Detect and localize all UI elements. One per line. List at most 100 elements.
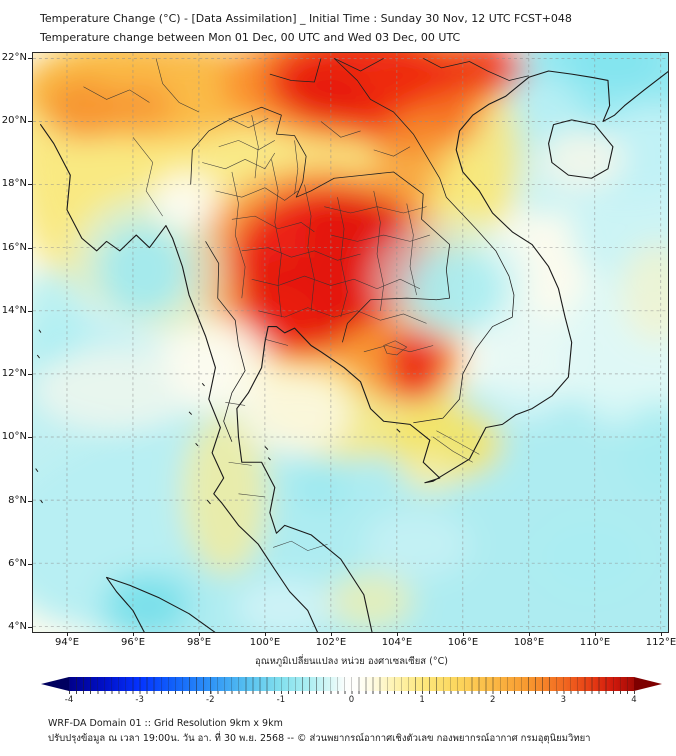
x-tick	[133, 632, 134, 636]
x-tick	[463, 632, 464, 636]
x-tick-label: 102°E	[315, 637, 347, 648]
x-tick	[397, 632, 398, 636]
x-tick	[529, 632, 530, 636]
colorbar-under-arrow	[41, 677, 69, 691]
temp-blob	[43, 77, 124, 141]
colorbar-tick-label: 1	[419, 695, 425, 705]
temp-blob	[113, 80, 173, 131]
border-china-north	[269, 58, 529, 83]
coastline-sumatra	[106, 576, 216, 632]
gridlines	[33, 53, 668, 632]
figure-footer: WRF-DA Domain 01 :: Grid Resolution 9km …	[48, 716, 591, 746]
coastline-gulf-vietnam-china	[236, 70, 668, 632]
temp-blob	[33, 348, 199, 431]
temp-blob	[294, 465, 348, 510]
y-tick-label: 16°N	[1, 241, 27, 253]
colorbar-tick-label: 4	[631, 695, 637, 705]
coastlines	[35, 70, 668, 632]
temp-blob	[103, 572, 190, 632]
colorbar-tick-label: 0	[348, 695, 355, 705]
colorbar-over-arrow	[634, 677, 662, 691]
temp-blob	[476, 307, 575, 422]
temp-blob	[373, 112, 447, 201]
footer-line-2: ปรับปรุงข้อมูล ณ เวลา 19:00น. วัน อา. ที…	[48, 733, 591, 744]
y-tick	[28, 310, 32, 312]
y-tick	[28, 247, 32, 249]
y-tick	[28, 374, 32, 376]
y-tick-label: 10°N	[1, 431, 27, 443]
temp-blob	[400, 449, 460, 494]
temp-blob	[363, 509, 470, 579]
temp-blob	[535, 515, 648, 598]
x-tick	[661, 632, 662, 636]
colorbar-tick-label: 2	[490, 695, 496, 705]
temp-blob	[621, 241, 668, 343]
border-thailand-myanmar-south	[205, 241, 246, 442]
y-tick	[28, 121, 32, 123]
border-laos-vietnam-cambodia	[333, 58, 515, 424]
colorbar-tick-label: -2	[206, 695, 215, 705]
tonle-sap-lake	[383, 340, 408, 356]
colorbar-tick-label: -1	[276, 695, 286, 705]
y-tick-label: 22°N	[1, 52, 27, 63]
temperature-blobs	[33, 53, 668, 632]
colorbar-gradient	[69, 677, 634, 691]
y-tick	[28, 626, 32, 628]
footer-line-1: WRF-DA Domain 01 :: Grid Resolution 9km …	[48, 718, 283, 729]
y-tick	[28, 184, 32, 186]
x-tick	[265, 632, 266, 636]
figure-title: Temperature Change (°C) - [Data Assimila…	[40, 9, 572, 47]
y-tick	[28, 437, 32, 439]
temp-blob	[152, 171, 219, 229]
x-tick-label: 110°E	[579, 637, 611, 648]
x-tick-label: 112°E	[645, 637, 676, 648]
temp-blob	[406, 247, 506, 330]
temp-blob	[238, 373, 351, 456]
temp-blob	[33, 269, 84, 365]
temp-blob	[327, 572, 414, 630]
x-tick-label: 96°E	[120, 637, 146, 648]
colorbar-tick-label: -4	[64, 695, 74, 705]
temp-blob	[439, 53, 526, 97]
temp-blob	[98, 224, 188, 316]
province-lines-misc	[83, 58, 434, 551]
map-panel	[32, 52, 669, 633]
y-tick	[28, 500, 32, 502]
y-tick-label: 12°N	[1, 368, 27, 380]
temp-blob	[182, 411, 269, 576]
colorbar-tick-marks	[69, 691, 635, 694]
country-borders	[190, 58, 529, 442]
x-tick-label: 106°E	[447, 637, 479, 648]
x-tick	[331, 632, 332, 636]
colorbar-segment-lines	[69, 677, 634, 691]
temp-blob	[565, 53, 665, 87]
colorbar	[41, 677, 662, 691]
x-tick	[595, 632, 596, 636]
y-tick-label: 6°N	[8, 557, 27, 569]
y-tick	[28, 58, 32, 59]
coastline-hainan-island	[548, 119, 614, 179]
title-line-2: Temperature change between Mon 01 Dec, 0…	[40, 31, 461, 44]
y-tick-label: 4°N	[8, 620, 27, 632]
coastline-myanmar-peninsula	[40, 124, 319, 632]
x-tick-label: 100°E	[249, 637, 281, 648]
temp-blob	[165, 317, 272, 412]
x-tick-label: 94°E	[54, 637, 80, 648]
y-tick	[28, 563, 32, 565]
temp-blob	[284, 61, 371, 125]
y-tick-label: 14°N	[1, 304, 27, 316]
y-tick-label: 20°N	[1, 115, 27, 127]
province-boundaries	[83, 58, 480, 551]
mekong-delta-channels	[432, 430, 480, 463]
small-islands	[35, 329, 401, 505]
province-lines-vertical	[231, 115, 417, 318]
colorbar-tick-label: -3	[135, 695, 144, 705]
title-line-1: Temperature Change (°C) - [Data Assimila…	[40, 12, 572, 25]
x-tick-label: 98°E	[186, 637, 212, 648]
y-tick-label: 8°N	[8, 494, 27, 506]
temperature-field-map	[33, 53, 668, 632]
x-tick-label: 108°E	[513, 637, 545, 648]
x-tick	[199, 632, 200, 636]
temp-blob	[538, 129, 625, 190]
x-tick-label: 104°E	[381, 637, 413, 648]
